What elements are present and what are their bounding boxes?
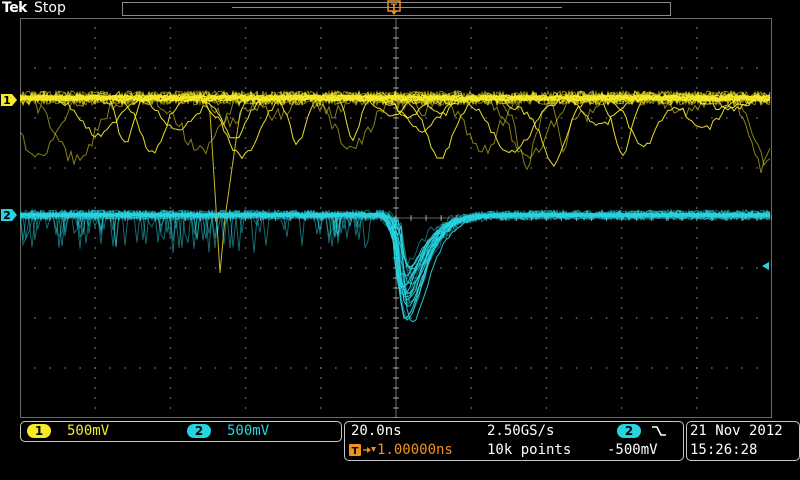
trigger-level: -500mV (607, 442, 658, 458)
horizontal-trigger-readout[interactable]: 20.0ns 2.50GS/s 2 T 1.00000ns 10k points… (344, 421, 684, 461)
horizontal-scale: 20.0ns (351, 423, 402, 439)
date-display: 21 Nov 2012 (690, 423, 783, 439)
acquisition-state[interactable]: Stop (34, 0, 66, 16)
time-display: 15:26:28 (690, 442, 758, 458)
svg-text:T: T (391, 3, 398, 13)
sample-rate: 2.50GS/s (487, 423, 555, 439)
falling-edge-icon (652, 426, 666, 436)
channel-1-marker[interactable]: 1 (0, 93, 18, 107)
ch1-trace (20, 90, 771, 150)
vertical-readout[interactable]: 1 500mV 2 500mV (20, 421, 342, 442)
channel-2-waveform (20, 208, 771, 323)
ch1-trace (20, 90, 771, 171)
trigger-position-icon: T (387, 0, 401, 15)
record-view-window (232, 7, 562, 8)
channel-2-badge[interactable]: 2 (187, 424, 211, 438)
channel-1-badge[interactable]: 1 (27, 424, 51, 438)
ch2-trace (20, 208, 771, 305)
ch1-trace (204, 99, 247, 274)
ch2-trace (20, 208, 771, 280)
channel-2-marker-label: 2 (3, 209, 11, 222)
ch1-trace (20, 89, 771, 174)
channel-2-scale: 500mV (227, 423, 270, 439)
top-status-bar: Tek Stop T (0, 0, 800, 18)
trigger-source-badge[interactable]: 2 (617, 424, 641, 438)
trigger-delay-icon: T (349, 444, 376, 457)
datetime-readout[interactable]: 21 Nov 2012 15:26:28 (686, 421, 800, 461)
ch1-trace (20, 89, 771, 166)
svg-text:T: T (352, 446, 359, 457)
record-view-bar[interactable] (122, 2, 671, 16)
trigger-level-arrow-icon[interactable] (760, 261, 770, 271)
channel-2-marker[interactable]: 2 (0, 208, 18, 222)
trigger-delay-value: 1.00000ns (377, 442, 453, 458)
channel-1-marker-label: 1 (3, 94, 11, 107)
record-length: 10k points (487, 442, 572, 458)
channel-1-waveform (20, 89, 771, 274)
channel-1-scale: 500mV (67, 423, 110, 439)
brand-logo: Tek (2, 0, 28, 16)
waveform-display[interactable] (20, 18, 772, 418)
